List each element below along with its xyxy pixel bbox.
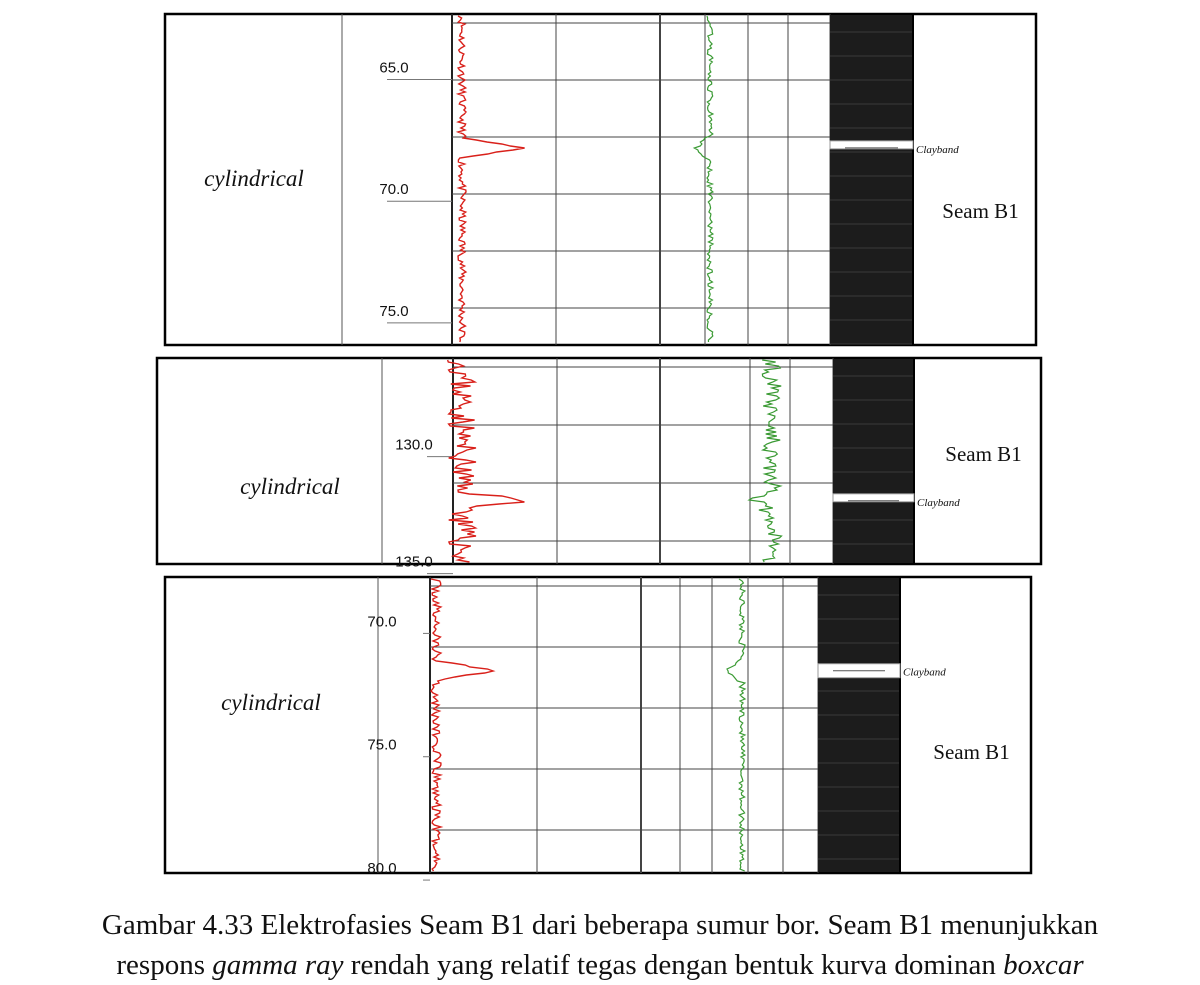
depth-label: 65.0 [379, 60, 408, 77]
caption-line-2: respons gamma ray rendah yang relatif te… [116, 949, 1084, 981]
depth-label: 70.0 [367, 613, 396, 630]
clayband-label: Clayband [916, 144, 959, 156]
clayband-label: Clayband [917, 497, 960, 509]
seam-label: Seam B1 [942, 199, 1018, 223]
depth-label: 75.0 [379, 303, 408, 320]
depth-label: 80.0 [367, 860, 396, 877]
depth-label: 70.0 [379, 181, 408, 198]
density-curve [692, 15, 715, 343]
seam-label: Seam B1 [945, 442, 1021, 466]
density-curve [747, 359, 783, 563]
depth-label: 130.0 [395, 437, 433, 454]
figure-caption: Gambar 4.33 Elektrofasies Seam B1 dari b… [0, 905, 1200, 985]
clayband-marker [829, 140, 914, 150]
facies-label: cylindrical [221, 690, 321, 715]
coal-seam-column [833, 359, 914, 563]
facies-label: cylindrical [240, 474, 340, 499]
log-panel-1: 65.0 70.0 75.0 cylindrical Seam B1 Clayband [163, 12, 1038, 347]
panel-frame [163, 575, 1033, 875]
density-curve [726, 578, 747, 872]
gamma-ray-curve [446, 359, 525, 563]
log-panel-3: 70.0 75.0 80.0 cylindrical Seam B1 Clayband [163, 575, 1033, 881]
log-panel-2: 130.0 135.0 cylindrical Seam B1 Clayband [155, 356, 1043, 575]
caption-line-1: Gambar 4.33 Elektrofasies Seam B1 dari b… [101, 909, 1099, 941]
gamma-ray-curve [455, 15, 525, 343]
seam-label: Seam B1 [933, 740, 1009, 764]
facies-label: cylindrical [204, 166, 304, 191]
coal-seam-column [818, 578, 900, 872]
depth-label: 135.0 [395, 554, 433, 571]
clayband-label: Clayband [903, 667, 946, 679]
gamma-ray-curve [429, 578, 496, 872]
depth-label: 75.0 [367, 737, 396, 754]
coal-seam-column [830, 15, 913, 344]
clayband-marker [832, 493, 915, 503]
